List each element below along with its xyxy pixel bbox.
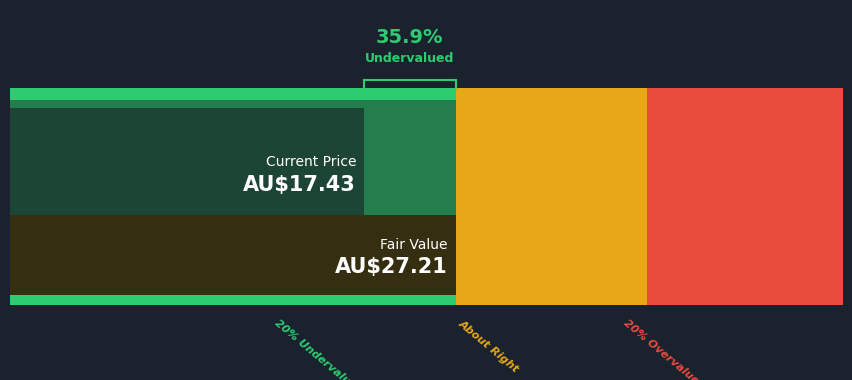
Text: AU$17.43: AU$17.43 <box>243 174 355 195</box>
Text: 20% Undervalued: 20% Undervalued <box>273 318 363 380</box>
Text: 20% Overvalued: 20% Overvalued <box>621 318 705 380</box>
Text: Fair Value: Fair Value <box>380 238 447 252</box>
Text: Undervalued: Undervalued <box>365 52 454 65</box>
Bar <box>10 88 455 100</box>
Text: Current Price: Current Price <box>265 155 355 169</box>
Text: AU$27.21: AU$27.21 <box>335 257 447 277</box>
Bar <box>647 293 842 305</box>
Text: 35.9%: 35.9% <box>376 28 443 47</box>
Bar <box>455 88 647 305</box>
Bar <box>647 88 842 100</box>
Bar <box>647 88 842 305</box>
Bar <box>455 293 647 305</box>
Bar <box>10 88 455 305</box>
Bar <box>10 108 364 237</box>
Bar <box>455 88 647 100</box>
Bar <box>10 100 455 293</box>
Bar <box>10 215 455 295</box>
Text: About Right: About Right <box>457 318 521 374</box>
Bar <box>10 293 455 305</box>
